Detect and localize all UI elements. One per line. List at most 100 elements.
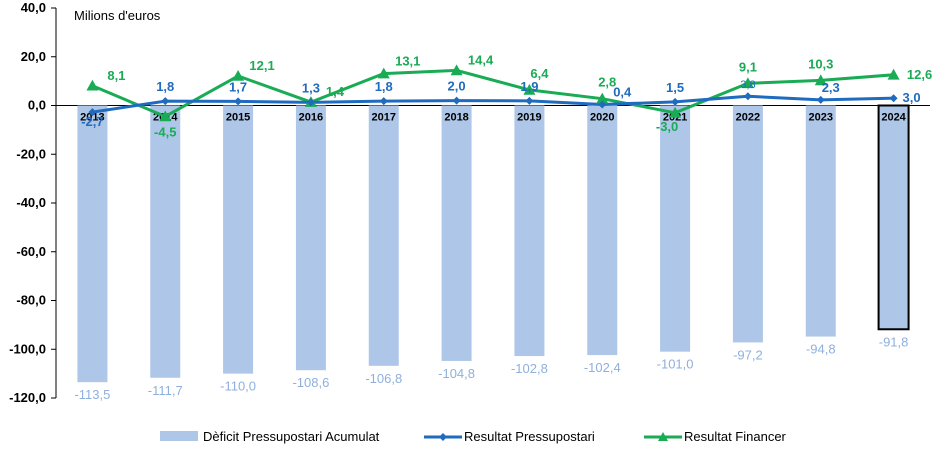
pressupostari-value-label: 1,8: [156, 79, 174, 94]
category-label: 2013: [80, 112, 104, 124]
marker-pressupostari-2015: [234, 97, 243, 106]
financer-value-label: 14,4: [468, 52, 494, 67]
legend-label-deficit: Dèficit Pressupostari Acumulat: [203, 429, 380, 444]
marker-pressupostari-2016: [306, 98, 315, 107]
marker-financer-2019: [523, 83, 536, 95]
y-tick-label: -60,0: [16, 244, 46, 259]
pressupostari-value-label: 1,9: [520, 79, 538, 94]
category-label: 2018: [444, 112, 468, 124]
marker-pressupostari-2022: [743, 92, 752, 101]
marker-pressupostari-2023: [816, 95, 825, 104]
financer-value-label: 6,4: [530, 66, 549, 81]
bar-value-label: -94,8: [806, 342, 836, 357]
bar-value-label: -108,6: [292, 375, 329, 390]
bar-value-label: -106,8: [365, 371, 402, 386]
marker-pressupostari-2017: [379, 97, 388, 106]
category-label: 2024: [881, 112, 906, 124]
bar-deficit-2022: [732, 105, 763, 343]
bar-value-label: -97,2: [733, 347, 763, 362]
bar-deficit-2014: [150, 105, 181, 378]
legend: Dèficit Pressupostari Acumulat Resultat P…: [160, 429, 787, 444]
bar-deficit-2019: [514, 105, 545, 357]
marker-pressupostari-2014: [161, 97, 170, 106]
financer-value-label: 13,1: [395, 54, 420, 69]
pressupostari-value-label: 3,8: [740, 79, 755, 91]
bar-deficit-2017: [368, 105, 399, 366]
bar-deficit-2021: [660, 105, 691, 352]
y-tick-label: 0,0: [28, 98, 46, 113]
bar-value-label: -102,4: [584, 360, 621, 375]
y-tick-label: -40,0: [16, 195, 46, 210]
marker-pressupostari-2019: [525, 96, 534, 105]
financer-value-label: 12,6: [907, 67, 932, 82]
marker-pressupostari-2021: [671, 97, 680, 106]
y-tick-label: -100,0: [9, 341, 46, 356]
bar-value-label: -113,5: [74, 387, 110, 402]
y-tick-label: 20,0: [21, 49, 46, 64]
pressupostari-value-label: 2,0: [448, 79, 466, 94]
bar-value-label: -110,0: [220, 379, 256, 394]
bar-deficit-2015: [223, 105, 254, 374]
marker-financer-2024: [887, 68, 900, 80]
marker-financer-2020: [596, 92, 609, 104]
marker-pressupostari-2013: [88, 108, 97, 117]
y-tick-label: -20,0: [16, 146, 46, 161]
line-series: [86, 64, 900, 122]
financer-value-label: -3,0: [656, 119, 678, 134]
line-resultat-pressupostari: [92, 94, 894, 114]
pressupostari-value-label: 0,4: [613, 85, 632, 100]
financer-value-label: -4,5: [154, 124, 176, 139]
bar-deficit-2020: [587, 105, 618, 356]
category-label: 2015: [226, 112, 250, 124]
legend-label-financer: Resultat Financer: [684, 429, 787, 444]
pressupostari-value-label: 1,3: [302, 80, 320, 95]
category-label: 2016: [299, 112, 323, 124]
pressupostari-value-label: 1,8: [375, 79, 393, 94]
marker-pressupostari-2018: [452, 96, 461, 105]
category-label: 2023: [809, 112, 833, 124]
category-label: 2022: [736, 112, 760, 124]
bar-value-label: -102,8: [511, 361, 548, 376]
bar-series: [77, 104, 910, 383]
category-label: 2017: [372, 112, 396, 124]
y-tick-label: -80,0: [16, 293, 46, 308]
marker-financer-2017: [377, 67, 390, 79]
financer-value-label: 9,1: [739, 59, 757, 74]
pressupostari-value-label: 2,3: [822, 80, 840, 95]
pressupostari-value-label: 3,0: [903, 90, 921, 105]
marker-pressupostari-2020: [598, 100, 607, 109]
bar-value-label: -91,8: [879, 334, 909, 349]
category-labels: 2013201420152016201720182019202020212022…: [80, 112, 907, 124]
category-label: 2019: [517, 112, 541, 124]
marker-financer-2023: [814, 74, 827, 86]
pressupostari-value-label: 1,5: [666, 80, 684, 95]
bar-value-label: -104,8: [438, 366, 475, 381]
bar-deficit-2016: [295, 105, 326, 371]
legend-marker-pressupostari: [439, 433, 447, 441]
financer-value-label: 2,8: [598, 75, 616, 90]
marker-pressupostari-2024: [889, 94, 898, 103]
legend-label-pressupostari: Resultat Pressupostari: [464, 429, 595, 444]
unit-label: Milions d'euros: [74, 8, 161, 23]
y-axis: 40,0 20,0 0,0 -20,0 -40,0 -60,0 -80,0 -100,0 -12…: [9, 0, 930, 405]
bar-value-label: -111,7: [148, 383, 183, 398]
financer-value-label: 12,1: [249, 58, 274, 73]
y-tick-label: -120,0: [9, 390, 46, 405]
marker-financer-2018: [450, 64, 463, 76]
financer-value-label: 8,1: [107, 68, 125, 83]
marker-financer-2014: [159, 110, 172, 122]
bar-deficit-2024: [877, 104, 910, 331]
data-labels: -113,5 -111,7 -110,0 -108,6 -106,8 -104,8 -102…: [74, 52, 932, 402]
financer-value-label: 10,3: [808, 56, 833, 71]
marker-financer-2015: [232, 70, 245, 81]
bar-deficit-2018: [441, 105, 472, 361]
marker-financer-2021: [669, 106, 682, 118]
pressupostari-value-label: 1,7: [229, 79, 247, 94]
marker-financer-2013: [86, 79, 99, 91]
category-label: 2020: [590, 112, 614, 124]
bar-deficit-2023: [805, 105, 836, 337]
financer-value-label: 1,4: [326, 84, 345, 99]
legend-marker-financer: [658, 432, 668, 441]
y-tick-label: 40,0: [21, 0, 46, 15]
